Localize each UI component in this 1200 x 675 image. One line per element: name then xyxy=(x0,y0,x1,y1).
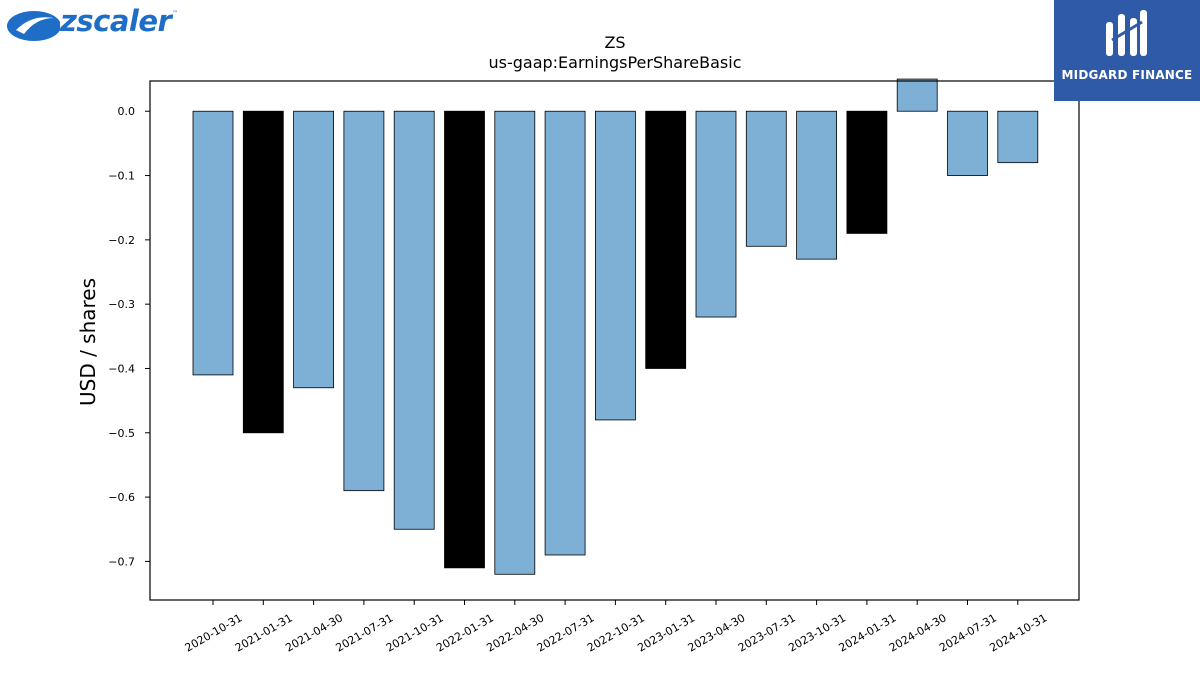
y-tick-label: −0.2 xyxy=(108,234,135,247)
zscaler-tm: ™ xyxy=(172,10,178,17)
midgard-finance-logo: MIDGARD FINANCE xyxy=(1054,0,1200,101)
bar-2021-10-31 xyxy=(393,110,435,530)
bar-2023-01-31 xyxy=(645,110,687,369)
midgard-mark-icon xyxy=(1106,10,1147,56)
y-tick-label: 0.0 xyxy=(118,105,136,118)
y-tick-label: −0.5 xyxy=(108,427,135,440)
bar-2024-04-30 xyxy=(896,78,938,112)
bar-2022-01-31 xyxy=(444,110,485,569)
bar-2022-10-31 xyxy=(595,110,636,421)
y-tick-label: −0.4 xyxy=(108,362,135,375)
bar-2021-04-30 xyxy=(293,110,335,389)
chart-subtitle: us-gaap:EarningsPerShareBasic xyxy=(488,53,741,72)
chart-title: ZS xyxy=(604,33,625,52)
y-tick-label: −0.7 xyxy=(108,555,135,568)
y-axis-label: USD / shares xyxy=(76,278,100,406)
x-tick-label: 2024-10-31 xyxy=(987,611,1049,654)
bar-2023-07-31 xyxy=(745,110,787,247)
bar-2024-01-31 xyxy=(846,110,888,234)
bar-2023-10-31 xyxy=(796,110,837,260)
bar-2021-07-31 xyxy=(343,110,385,492)
cloud-icon xyxy=(7,11,61,41)
x-axis: 2020-10-312021-01-312021-04-302021-07-31… xyxy=(183,600,1049,655)
bar-2022-04-30 xyxy=(494,110,536,575)
zscaler-logo: zscaler ™ xyxy=(4,4,184,44)
y-tick-label: −0.6 xyxy=(108,491,135,504)
y-axis: 0.0 −0.1 −0.2 −0.3 −0.4 −0.5 −0.6 −0.7 xyxy=(108,105,150,568)
y-tick-label: −0.1 xyxy=(108,170,135,183)
y-tick-label: −0.3 xyxy=(108,298,135,311)
bars-group xyxy=(192,78,1039,575)
plot-frame xyxy=(149,80,1080,601)
zscaler-wordmark: zscaler xyxy=(60,4,172,38)
bar-2024-07-31 xyxy=(947,110,988,176)
bar-2024-10-31 xyxy=(997,110,1039,164)
bar-2020-10-31 xyxy=(192,110,234,376)
bar-2021-01-31 xyxy=(242,110,284,434)
bar-2023-04-30 xyxy=(695,110,737,318)
bar-2022-07-31 xyxy=(544,110,586,556)
midgard-wordmark: MIDGARD FINANCE xyxy=(1061,68,1193,82)
